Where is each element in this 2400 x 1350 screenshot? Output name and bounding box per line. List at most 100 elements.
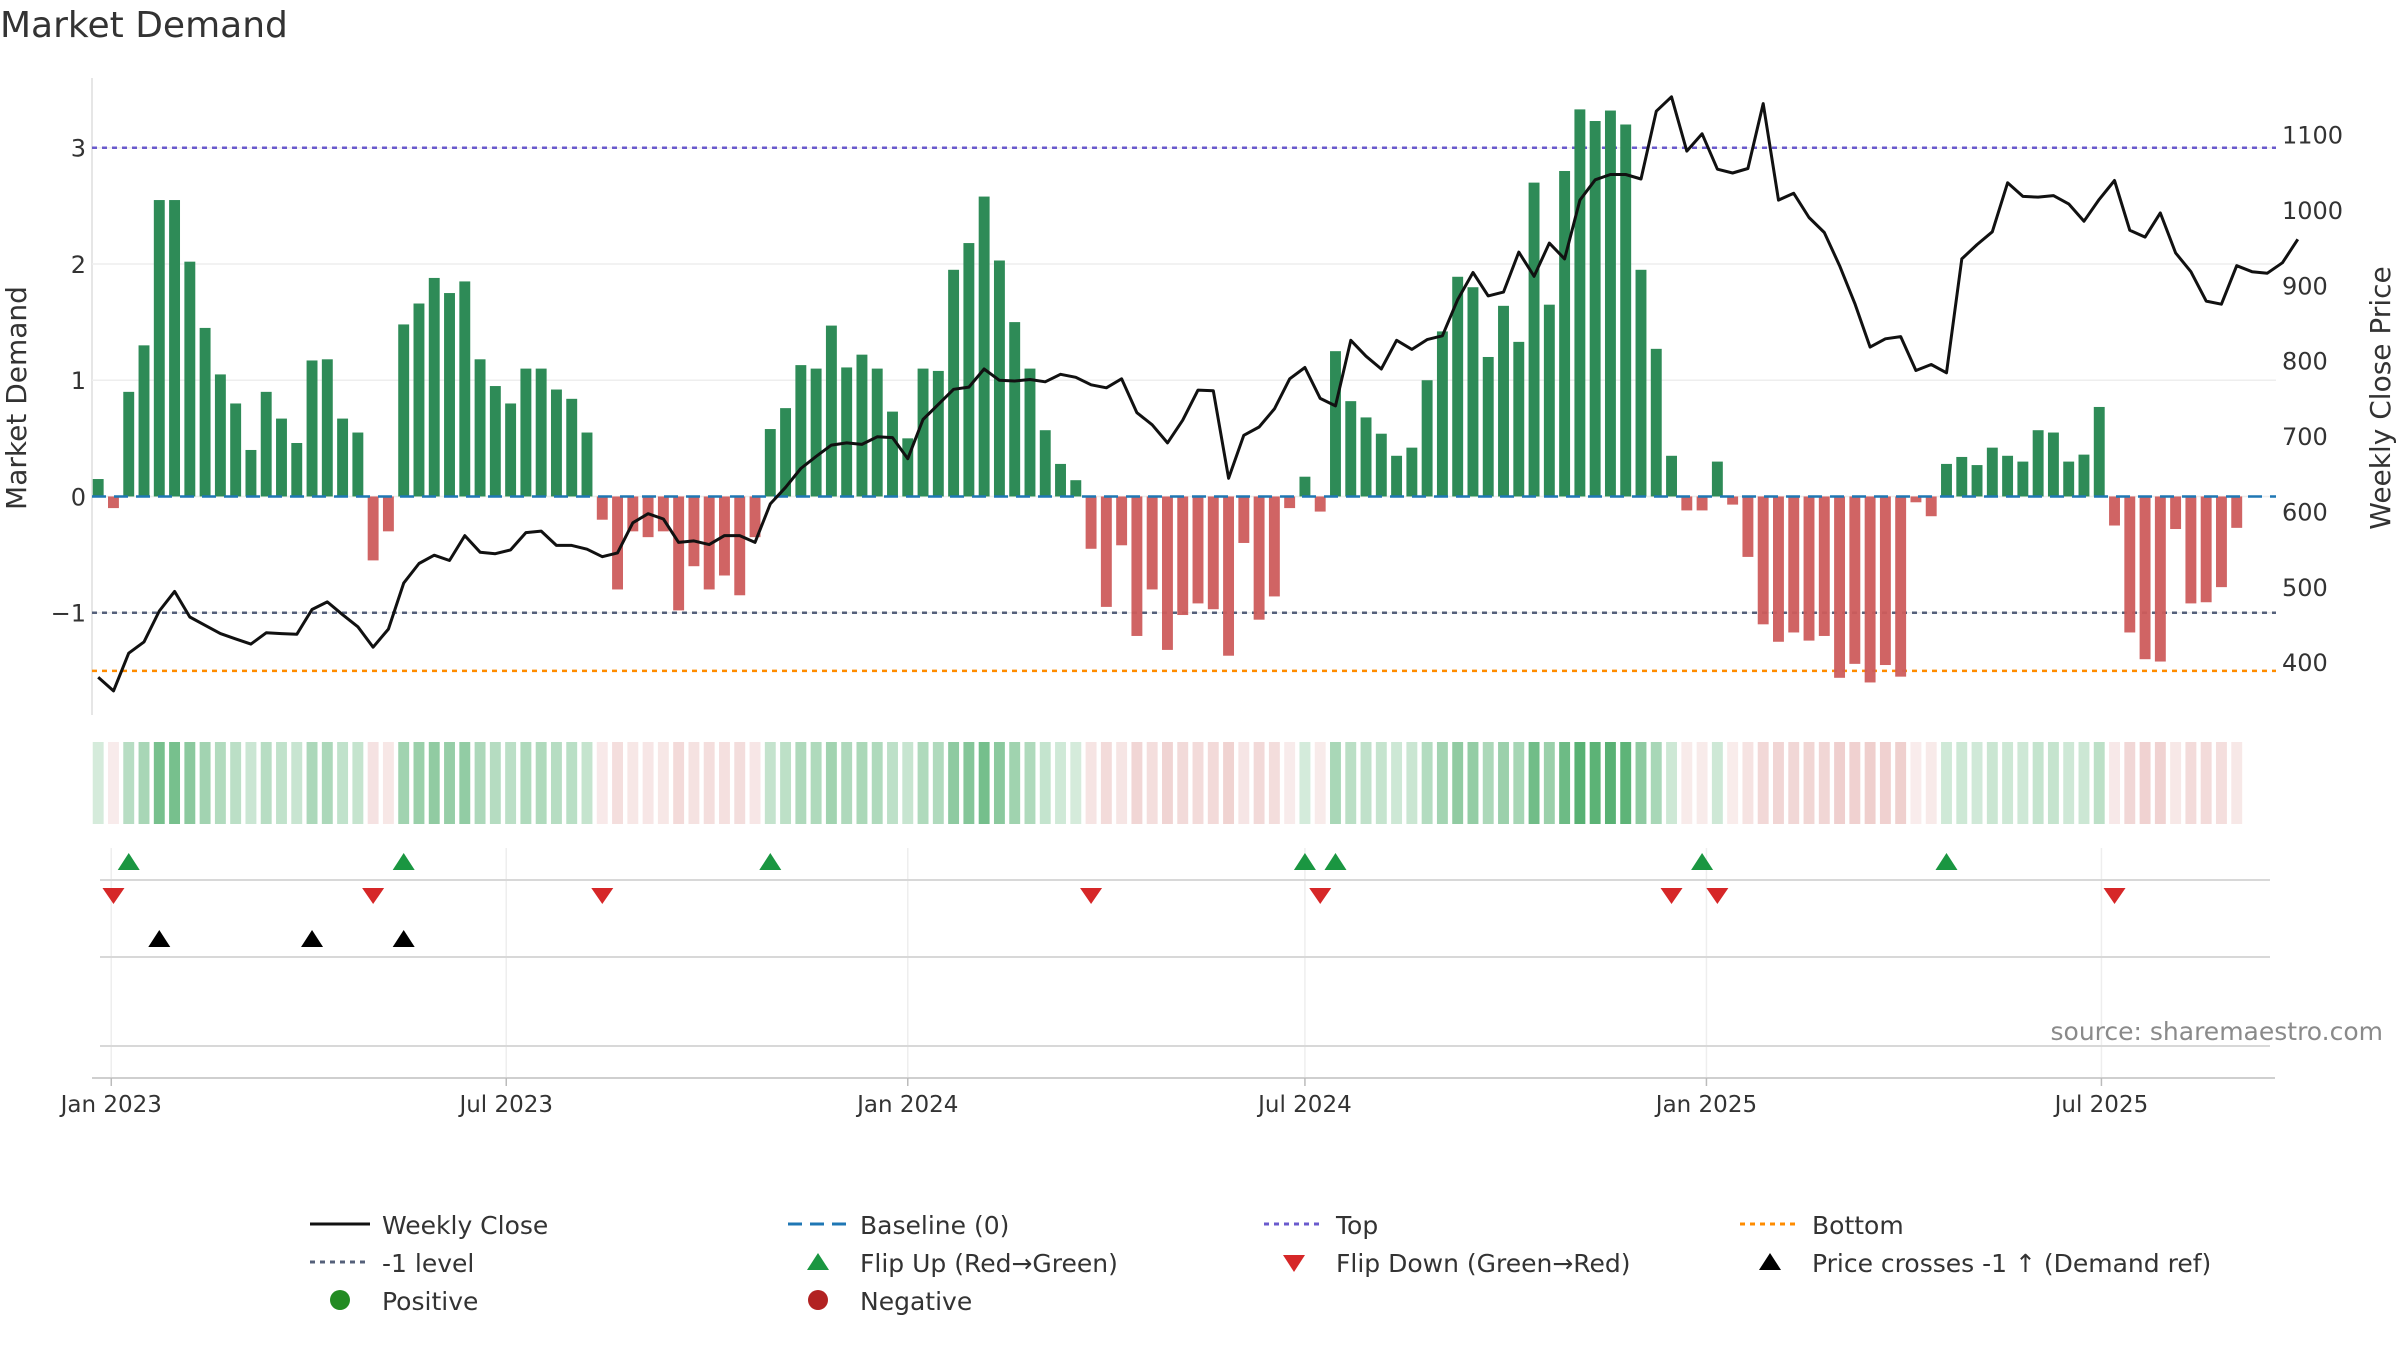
heat-cell <box>1559 742 1571 824</box>
demand-bar <box>1941 463 1952 497</box>
demand-bar <box>1864 496 1876 683</box>
heat-cell <box>1589 742 1601 824</box>
demand-bar <box>1574 109 1586 497</box>
heat-cell <box>2215 742 2227 824</box>
demand-bar <box>581 432 593 497</box>
heat-cell <box>1635 742 1647 824</box>
demand-bar <box>276 418 287 497</box>
heat-cell <box>1543 742 1555 824</box>
demand-bar <box>1207 496 1219 610</box>
demand-bar <box>887 411 898 497</box>
demand-bar <box>214 374 226 497</box>
heat-cell <box>841 742 853 824</box>
y-tick-label: 2 <box>71 251 86 279</box>
demand-bar <box>1299 476 1311 497</box>
heat-cell <box>1467 742 1479 824</box>
demand-bar <box>169 200 181 497</box>
demand-bar <box>764 429 776 497</box>
demand-bar <box>2017 461 2029 497</box>
heat-cell <box>1085 742 1097 824</box>
heat-cell <box>1681 742 1693 824</box>
heat-cell <box>1131 742 1143 824</box>
demand-bar <box>1818 496 1830 636</box>
heat-cell <box>642 742 654 824</box>
weekly-close-line <box>97 95 2300 693</box>
heat-cell <box>596 742 608 824</box>
heat-cell <box>673 742 685 824</box>
heat-cell <box>153 742 165 824</box>
heat-cell <box>2002 742 2014 824</box>
heat-cell <box>138 742 150 824</box>
legend-key <box>1283 1255 1305 1272</box>
demand-bar <box>2231 496 2243 528</box>
demand-bar <box>856 354 868 497</box>
heat-cell <box>795 742 807 824</box>
demand-bar <box>1100 496 1112 607</box>
demand-bar <box>1589 121 1601 497</box>
heat-cell <box>1986 742 1998 824</box>
heat-cell <box>1299 742 1311 824</box>
demand-bar <box>1024 368 1036 497</box>
demand-bar <box>1391 455 1403 497</box>
heat-cell <box>764 742 776 824</box>
marker-vertical-gridlines <box>110 848 2103 1078</box>
demand-bar <box>1879 496 1891 666</box>
price-cross-marker <box>148 930 171 947</box>
demand-bar <box>1742 496 1754 557</box>
heat-cell <box>199 742 211 824</box>
demand-bar <box>948 269 960 497</box>
demand-heat-strip <box>92 742 2243 824</box>
demand-bar <box>1314 496 1326 512</box>
heat-cell <box>398 742 410 824</box>
heat-cell <box>2154 742 2166 824</box>
heat-cell <box>1360 742 1372 824</box>
demand-bar <box>566 398 578 497</box>
heat-cell <box>1100 742 1112 824</box>
heat-cell <box>1742 742 1754 824</box>
demand-bar <box>1177 496 1189 616</box>
signal-marker-panel: Jan 2023 Jul 2023 Jan 2024 Jul 2024 Jan 2025… <box>59 848 2383 1118</box>
demand-bar <box>810 368 822 497</box>
demand-bar <box>1268 496 1280 597</box>
demand-bar <box>1116 496 1128 546</box>
y2-tick-label: 400 <box>2282 649 2328 677</box>
demand-bar <box>535 368 547 497</box>
demand-bar <box>657 496 669 532</box>
demand-bar <box>2185 496 2197 604</box>
demand-bar <box>1360 417 1372 497</box>
heat-cell <box>993 742 1005 824</box>
flip-down-marker <box>102 888 125 904</box>
demand-bar <box>917 368 929 497</box>
demand-bar <box>749 496 761 538</box>
heat-cell <box>214 742 226 824</box>
heat-cell <box>489 742 501 824</box>
legend-label: Flip Down (Green→Red) <box>1336 1249 1631 1278</box>
y-tick-label: −1 <box>51 600 86 628</box>
demand-bar <box>1650 348 1662 497</box>
demand-bar <box>963 243 975 497</box>
heat-cell <box>1238 742 1250 824</box>
demand-bar <box>382 496 394 532</box>
demand-bar <box>1895 496 1907 677</box>
demand-bar <box>1925 496 1937 517</box>
demand-bar <box>1085 496 1097 549</box>
heat-cell <box>1528 742 1540 824</box>
heat-cell <box>1925 742 1937 824</box>
heat-cell <box>1161 742 1173 824</box>
y-tick-label: 1 <box>71 367 86 395</box>
demand-bar <box>413 303 425 497</box>
y2-tick-label: 1100 <box>2282 122 2343 150</box>
heat-cell <box>428 742 440 824</box>
legend-key <box>807 1253 829 1270</box>
flip-up-markers <box>117 853 1958 870</box>
demand-bar <box>1803 496 1815 641</box>
heat-cell <box>825 742 837 824</box>
price-cross-marker <box>301 930 324 947</box>
x-tick-label: Jan 2023 <box>59 1092 162 1118</box>
legend-key <box>1759 1253 1781 1270</box>
legend-key <box>808 1290 828 1310</box>
demand-bar <box>1757 496 1769 625</box>
demand-bar <box>1666 455 1677 497</box>
demand-bar <box>2078 454 2090 497</box>
